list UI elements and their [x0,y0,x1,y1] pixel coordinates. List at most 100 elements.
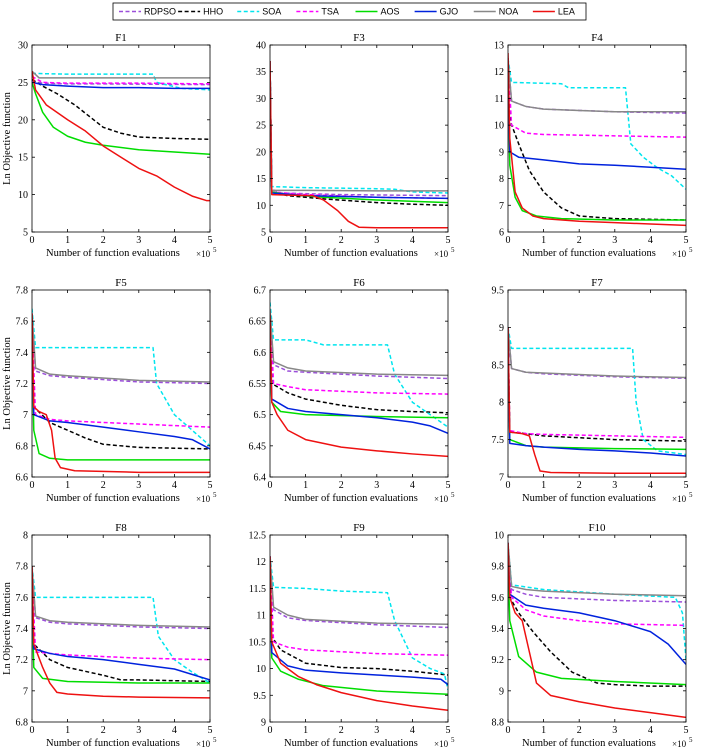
y-tick-label: 6.45 [249,441,267,452]
x-tick-label: 3 [136,725,141,736]
series-line-tsa [508,58,686,138]
x-tick-label: 2 [339,480,344,491]
series-group [32,566,210,699]
x-tick-label: 1 [65,235,70,246]
y-tick-label: 6.55 [249,379,267,390]
x-axis-label: Number of function evaluations [284,248,418,259]
series-line-tsa [32,573,210,661]
x-tick-label: 3 [612,235,617,246]
y-tick-label: 7.4 [16,624,29,635]
x-tick-label: 1 [541,235,546,246]
x-axis-multiplier: ×10 [434,739,449,749]
x-tick-label: 4 [410,235,415,246]
series-line-soa [270,302,448,428]
y-tick-label: 8 [23,531,28,542]
y-tick-label: 30 [18,41,28,52]
series-group [270,61,448,229]
series-line-hho [508,58,686,221]
axes-frame [31,44,211,233]
x-tick-label: 1 [541,480,546,491]
chart-title: F10 [588,522,606,534]
y-tick-label: 9.2 [492,655,505,666]
series-line-hho [32,78,210,140]
plot-area [270,290,448,477]
x-axis-label: Number of function evaluations [284,493,418,504]
chart-title: F8 [115,522,127,534]
y-tick-label: 7 [499,473,504,484]
x-axis-multiplier: ×10 [672,494,687,504]
y-tick-label: 10.5 [249,637,267,648]
series-line-lea [32,566,210,699]
axes-frame [269,534,449,723]
y-tick-label: 9.5 [492,286,505,297]
series-line-rdpso [270,556,448,629]
y-tick-label: 7 [23,686,28,697]
x-axis-label: Number of function evaluations [522,738,656,749]
y-tick-label: 6.5 [254,410,267,421]
x-tick-label: 0 [268,480,273,491]
x-tick-label: 1 [65,725,70,736]
x-axis-exponent: 5 [213,246,217,254]
series-line-lea [270,556,448,711]
series-line-noa [508,542,686,597]
x-tick-label: 1 [303,480,308,491]
series-line-gjo [270,321,448,435]
y-tick-label: 13 [494,41,504,52]
series-line-hho [508,550,686,687]
y-tick-label: 6.7 [254,286,267,297]
axes-frame [269,44,449,233]
x-axis-multiplier: ×10 [434,494,449,504]
series-line-lea [508,327,686,475]
legend-box [112,2,587,21]
x-tick-label: 5 [446,480,451,491]
y-tick-label: 9 [261,718,266,729]
x-tick-label: 4 [648,725,653,736]
series-line-lea [270,61,448,229]
chart-f6: 0 1 2 3 4 5 6.4 6.45 6.5 6.55 6.6 6.65 6.7 F6 Number o… [249,277,456,504]
series-line-lea [32,71,210,202]
x-tick-label: 5 [208,235,213,246]
series-line-aos [32,597,210,684]
y-axis-label: Ln Objective function [2,91,13,184]
series-line-tsa [32,321,210,428]
series-line-noa [508,58,686,113]
x-axis-exponent: 5 [451,736,455,744]
x-axis-label: Number of function evaluations [46,248,180,259]
series-line-noa [32,566,210,628]
plot-area [32,45,210,232]
series-group [32,70,210,202]
x-tick-label: 1 [303,725,308,736]
legend-label-soa: SOA [262,7,281,17]
x-tick-label: 2 [101,235,106,246]
chart-title: F5 [115,277,127,289]
x-axis-exponent: 5 [213,491,217,499]
series-group [270,556,448,711]
chart-f7: 0 1 2 3 4 5 7 7.5 8 8.5 9 9.5 F7 Number of function e… [492,277,694,504]
series-line-gjo [508,542,686,665]
y-tick-label: 15 [18,153,28,164]
chart-title: F4 [591,32,603,44]
x-axis-multiplier: ×10 [196,494,211,504]
y-tick-label: 9.5 [254,691,267,702]
x-tick-label: 3 [374,235,379,246]
x-tick-label: 4 [410,480,415,491]
y-tick-label: 10 [256,664,266,675]
series-line-noa [270,556,448,625]
y-tick-label: 9.4 [492,624,505,635]
y-tick-label: 10 [18,190,28,201]
x-tick-label: 3 [612,725,617,736]
y-tick-label: 6 [499,228,504,239]
x-tick-label: 4 [172,725,177,736]
y-tick-label: 7 [499,201,504,212]
y-tick-label: 25 [18,78,28,89]
legend-label-rdpso: RDPSO [144,7,176,17]
x-axis-multiplier: ×10 [434,249,449,259]
x-tick-label: 4 [410,725,415,736]
x-tick-label: 5 [684,725,689,736]
y-tick-label: 9.8 [492,562,505,573]
x-axis-multiplier: ×10 [196,739,211,749]
plot-area [270,535,448,722]
